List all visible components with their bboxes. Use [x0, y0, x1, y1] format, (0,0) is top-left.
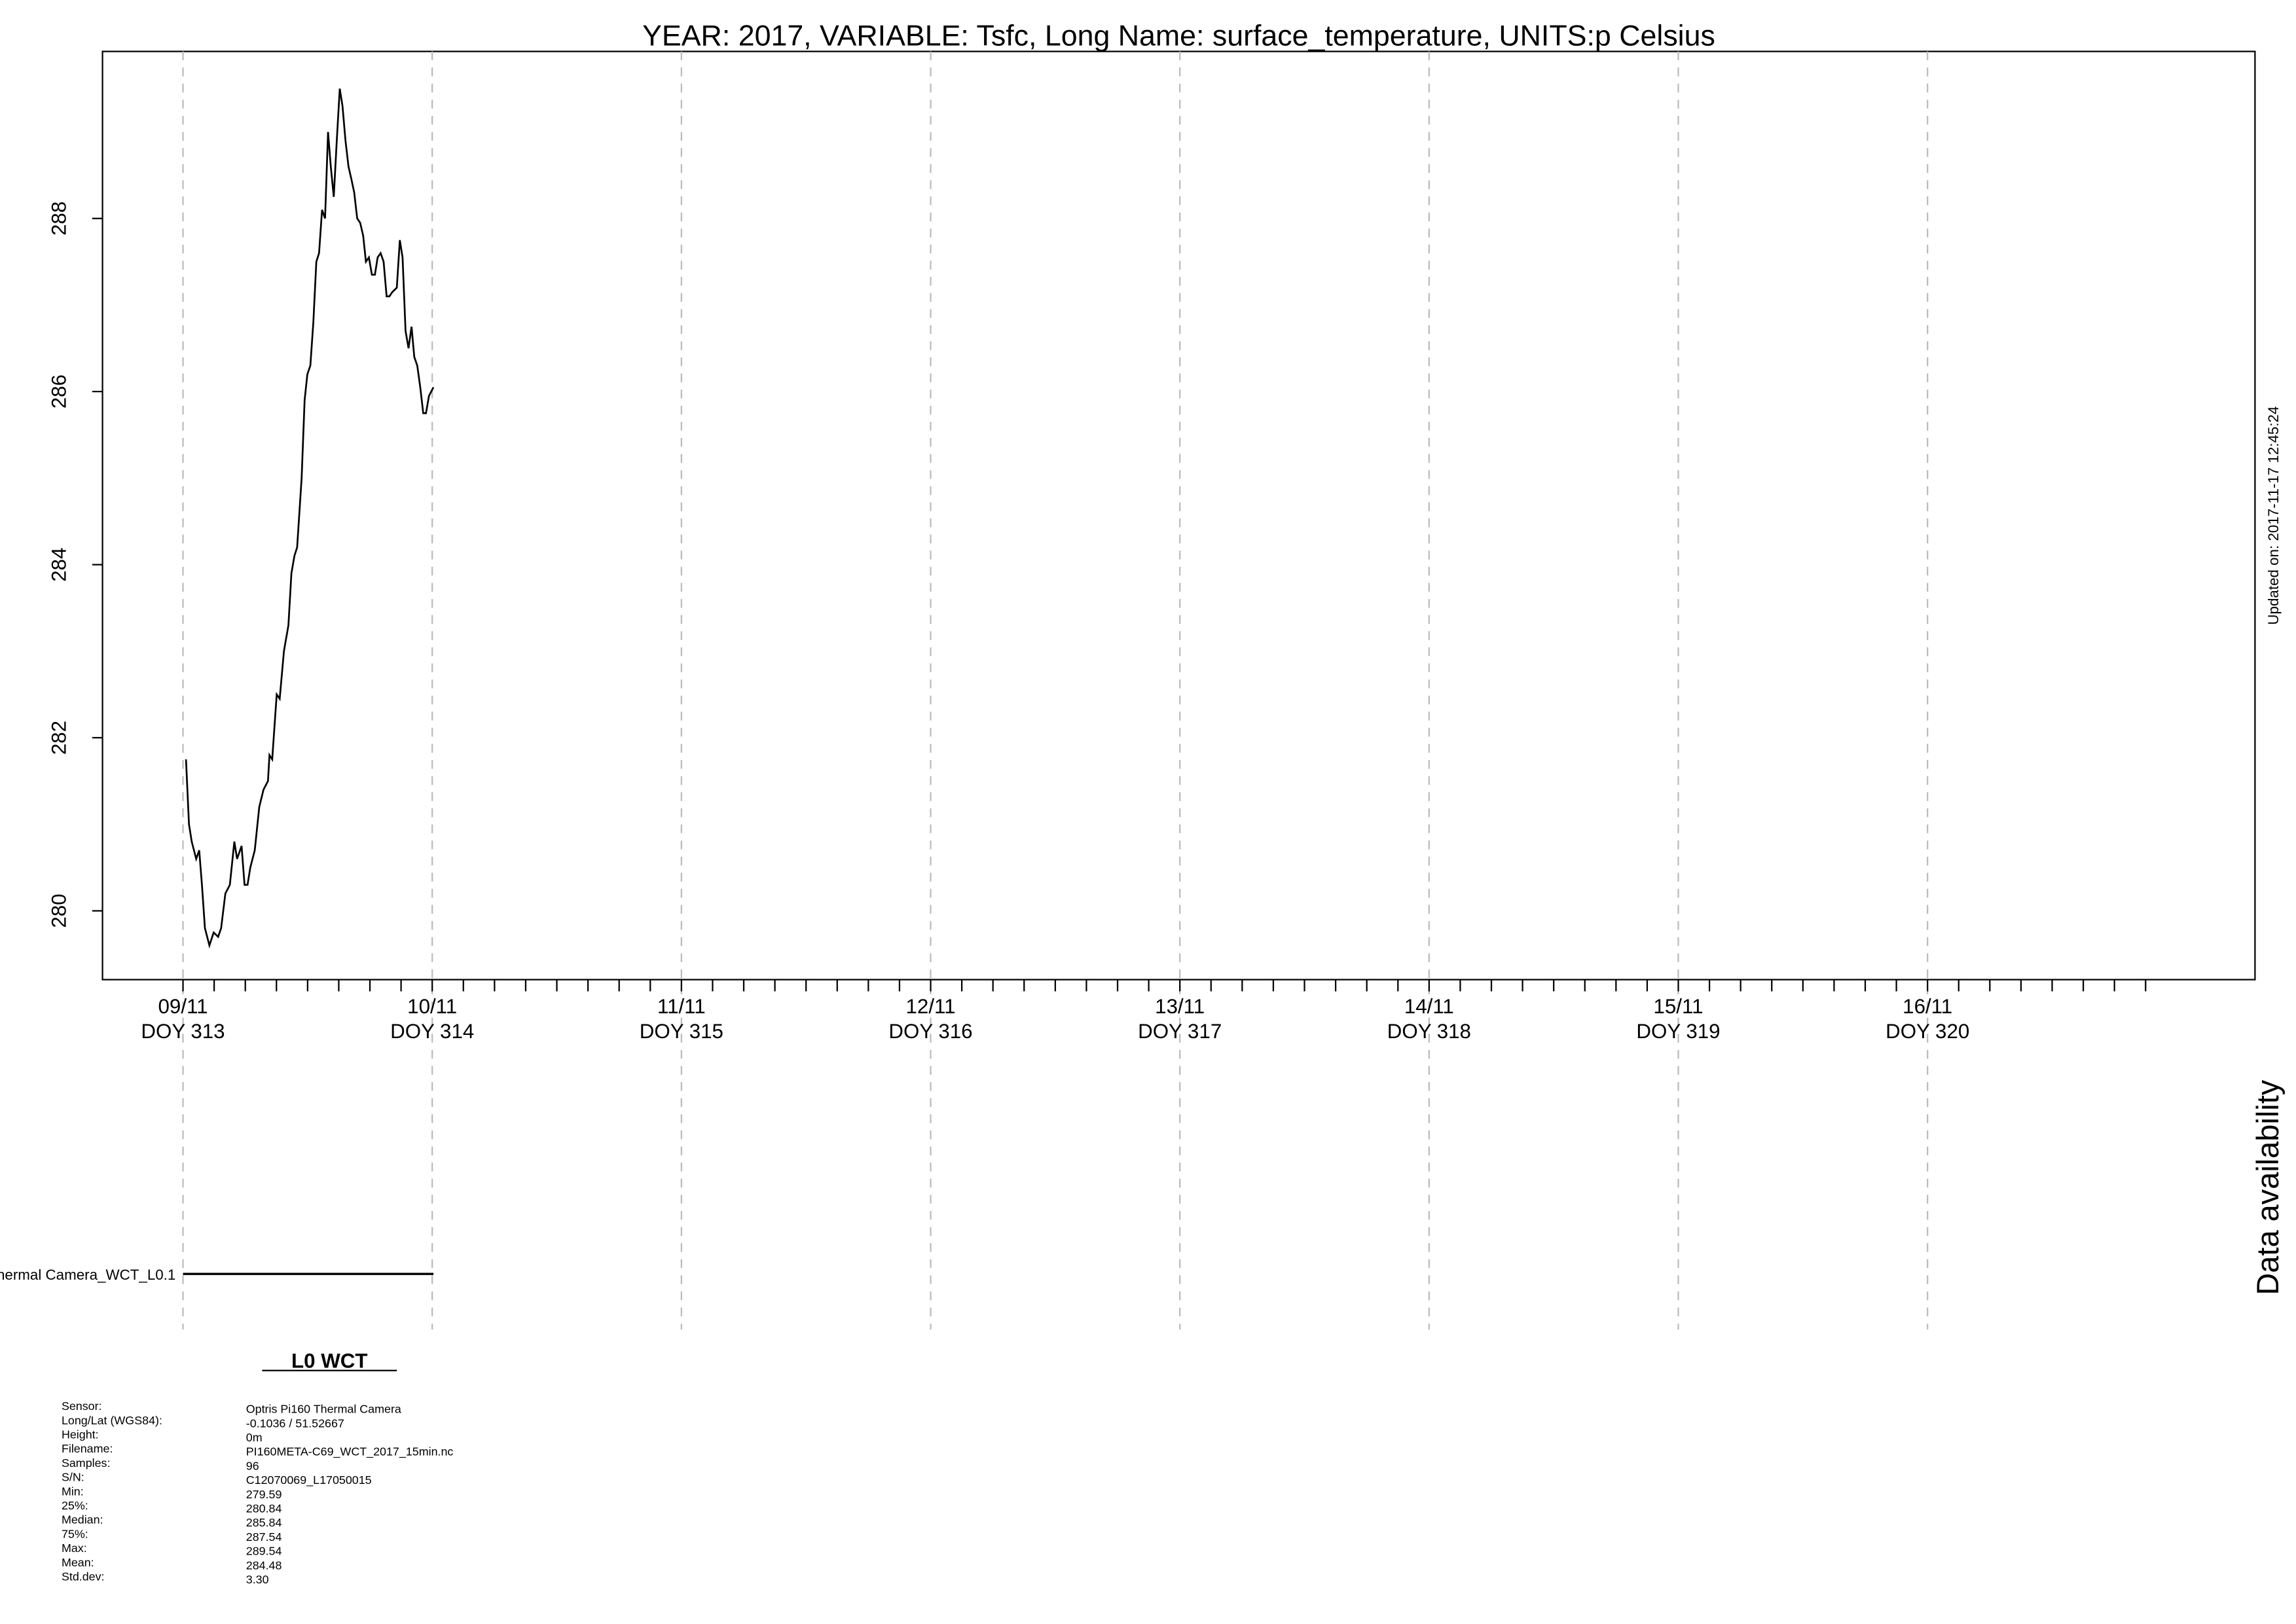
info-value: 287.54: [246, 1530, 282, 1543]
x-tick-label: 09/11: [158, 995, 208, 1018]
y-tick-label: 280: [48, 893, 71, 928]
info-key: Min:: [62, 1485, 84, 1498]
x-tick-label: 13/11: [1155, 995, 1205, 1018]
info-key: Filename:: [62, 1442, 113, 1455]
chart-title: YEAR: 2017, VARIABLE: Tsfc, Long Name: s…: [642, 20, 1715, 52]
x-doy-label: DOY 317: [1138, 1020, 1222, 1043]
x-doy-label: DOY 318: [1387, 1020, 1471, 1043]
availability-label: Thermal Camera_WCT_L0.1: [0, 1267, 175, 1283]
info-value: 284.48: [246, 1559, 282, 1572]
x-doy-label: DOY 316: [888, 1020, 972, 1043]
data-line: [185, 88, 435, 949]
info-key: Max:: [62, 1542, 87, 1555]
info-key: 25%:: [62, 1499, 88, 1512]
x-tick-label: 14/11: [1404, 995, 1454, 1018]
info-title: L0 WCT: [291, 1349, 367, 1372]
info-value: 279.59: [246, 1488, 282, 1501]
info-key: Long/Lat (WGS84):: [62, 1414, 162, 1427]
info-value: 285.84: [246, 1516, 282, 1529]
y-tick-label: 288: [48, 202, 71, 236]
info-key: Samples:: [62, 1456, 111, 1470]
info-value: -0.1036 / 51.52667: [246, 1416, 344, 1430]
x-tick-label: 16/11: [1903, 995, 1952, 1018]
info-value: PI160META-C69_WCT_2017_15min.nc: [246, 1445, 454, 1459]
info-key: 75%:: [62, 1527, 88, 1540]
x-doy-label: DOY 314: [390, 1020, 474, 1043]
info-value: C12070069_L17050015: [246, 1473, 372, 1487]
info-key: Sensor:: [62, 1399, 102, 1413]
info-value: 289.54: [246, 1545, 282, 1558]
x-doy-label: DOY 320: [1886, 1020, 1969, 1043]
x-doy-label: DOY 315: [640, 1020, 723, 1043]
y-tick-label: 282: [48, 721, 71, 755]
x-tick-label: 11/11: [657, 995, 706, 1018]
info-value: 280.84: [246, 1502, 282, 1515]
info-key: Mean:: [62, 1556, 94, 1569]
x-doy-label: DOY 319: [1636, 1020, 1720, 1043]
info-value: 3.30: [246, 1573, 269, 1586]
plot-frame: [101, 50, 2256, 981]
x-tick-label: 15/11: [1654, 995, 1704, 1018]
info-value: 96: [246, 1459, 259, 1472]
info-key: Median:: [62, 1513, 103, 1526]
y-tick-label: 286: [48, 374, 71, 408]
info-value: Optris Pi160 Thermal Camera: [246, 1403, 401, 1416]
info-value: 0m: [246, 1431, 263, 1444]
x-doy-label: DOY 313: [141, 1020, 225, 1043]
info-key: S/N:: [62, 1471, 84, 1484]
info-key: Height:: [62, 1428, 99, 1441]
x-tick-label: 10/11: [407, 995, 457, 1018]
availability-title: Data availability: [2250, 1079, 2285, 1295]
info-key: Std.dev:: [62, 1570, 105, 1583]
x-tick-label: 12/11: [906, 995, 956, 1018]
y-tick-label: 284: [48, 548, 71, 582]
update-note: Updated on: 2017-11-17 12:45:24: [2265, 406, 2282, 625]
